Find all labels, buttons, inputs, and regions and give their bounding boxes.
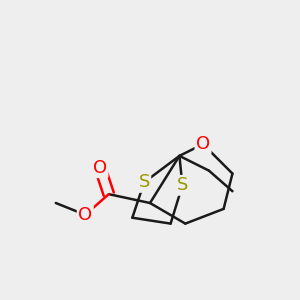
- Text: S: S: [177, 176, 188, 194]
- Text: O: O: [78, 206, 92, 224]
- Text: S: S: [138, 173, 150, 191]
- Text: O: O: [93, 159, 107, 177]
- Text: O: O: [196, 135, 210, 153]
